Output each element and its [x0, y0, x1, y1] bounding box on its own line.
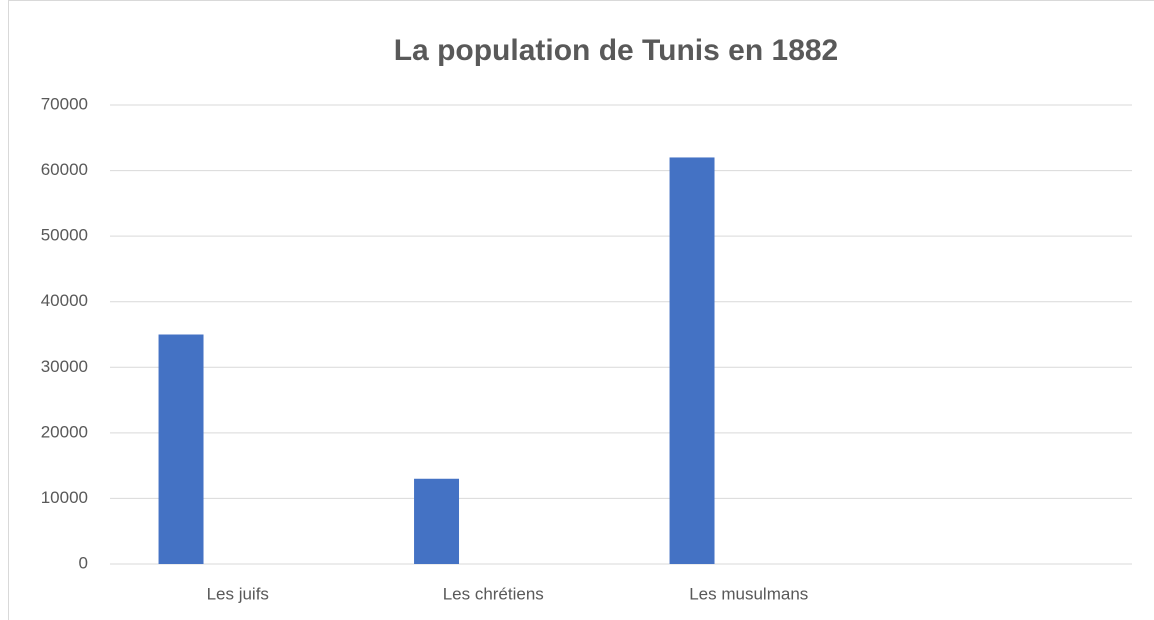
y-tick-label: 40000	[41, 291, 88, 310]
y-tick-label: 60000	[41, 160, 88, 179]
bar	[669, 157, 715, 564]
y-tick-label: 50000	[41, 226, 88, 245]
y-tick-label: 10000	[41, 488, 88, 507]
y-tick-label: 20000	[41, 422, 88, 441]
bar	[414, 478, 460, 564]
chart-title: La population de Tunis en 1882	[394, 34, 839, 67]
y-tick-label: 30000	[41, 357, 88, 376]
bar	[158, 334, 204, 564]
y-tick-label: 0	[79, 553, 88, 572]
x-tick-label: Les musulmans	[689, 584, 808, 603]
x-tick-label: Les chrétiens	[443, 584, 544, 603]
y-tick-label: 70000	[41, 94, 88, 113]
x-tick-label: Les juifs	[207, 584, 269, 603]
